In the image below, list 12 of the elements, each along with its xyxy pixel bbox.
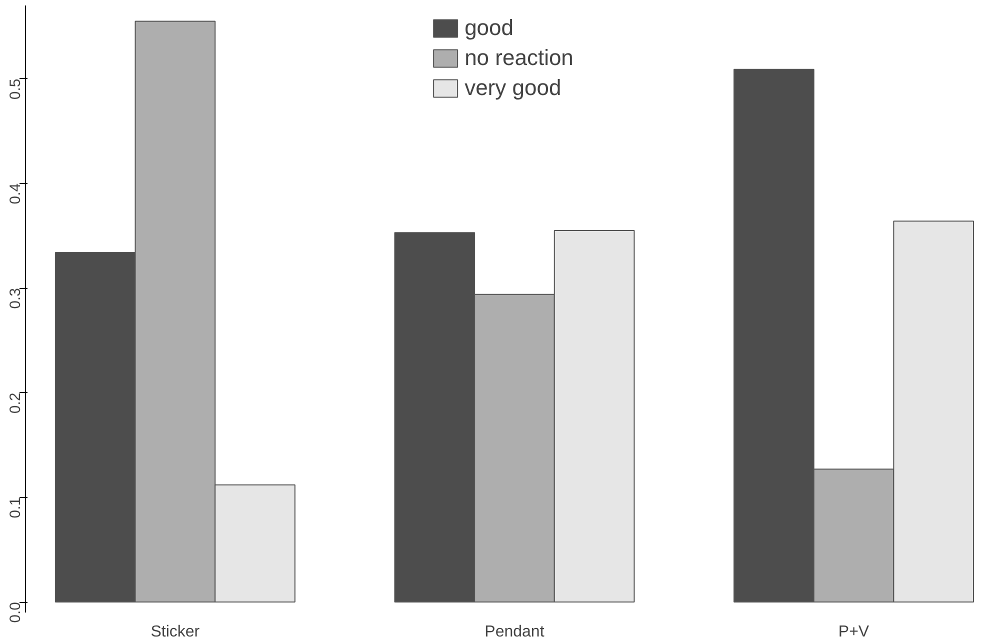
x-tick-label: Pendant [484,624,545,640]
y-tick-label: 0.3 [7,288,24,309]
y-tick-label: 0.1 [7,497,24,518]
y-tick-label: 0.2 [7,392,24,414]
y-tick-label: 0.0 [7,602,24,623]
y-tick-label: 0.5 [7,78,24,100]
y-tick-label: 0.4 [7,183,24,204]
x-tick-label: Sticker [150,624,200,640]
x-tick-label: P+V [838,624,870,640]
legend-label: no reaction [464,45,574,71]
legend-label: good [464,15,514,41]
legend-label: very good [464,75,562,101]
